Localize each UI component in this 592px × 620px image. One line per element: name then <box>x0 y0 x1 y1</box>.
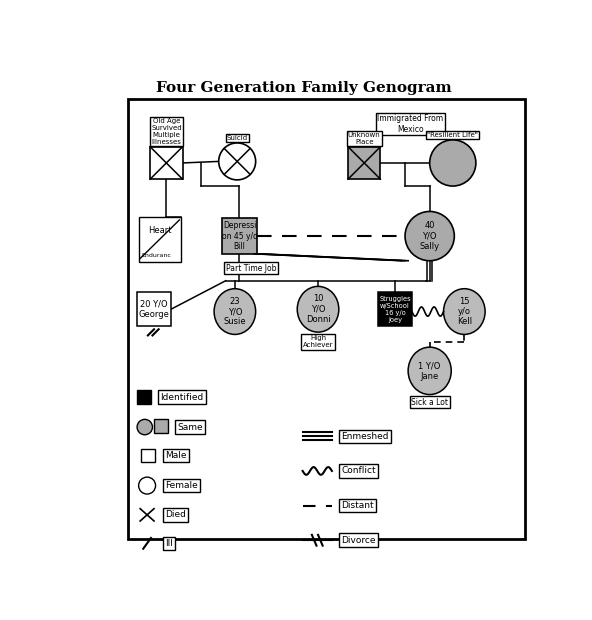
Text: 10
Y/O
Donni: 10 Y/O Donni <box>305 294 330 324</box>
Text: Old Age
Survived
Multiple
Illnesses: Old Age Survived Multiple Illnesses <box>151 118 182 145</box>
Ellipse shape <box>430 140 476 186</box>
Ellipse shape <box>408 347 451 394</box>
Text: Female: Female <box>165 481 198 490</box>
Text: Ill: Ill <box>165 539 173 548</box>
Text: 23
Y/O
Susie: 23 Y/O Susie <box>224 296 246 327</box>
Text: 15
y/o
Kell: 15 y/o Kell <box>457 296 472 327</box>
Bar <box>154 419 168 433</box>
Bar <box>141 449 155 463</box>
Text: 20 Y/O
George: 20 Y/O George <box>139 299 169 319</box>
Ellipse shape <box>443 289 485 334</box>
Text: 1 Y/O
Jane: 1 Y/O Jane <box>419 361 441 381</box>
Text: Unknown
Place: Unknown Place <box>348 132 381 145</box>
Text: Struggles
w/School
16 y/o
Joey: Struggles w/School 16 y/o Joey <box>379 296 411 323</box>
Ellipse shape <box>137 419 153 435</box>
Bar <box>128 99 525 539</box>
Text: Suicid: Suicid <box>227 135 247 141</box>
Text: "Resilient Life": "Resilient Life" <box>427 132 478 138</box>
Bar <box>222 218 257 254</box>
Text: Part Time Job: Part Time Job <box>226 264 276 273</box>
Bar <box>137 390 151 404</box>
Ellipse shape <box>139 477 156 494</box>
Text: Depressi
on 45 y/o
Bill: Depressi on 45 y/o Bill <box>221 221 258 251</box>
Ellipse shape <box>214 289 256 334</box>
Text: Same: Same <box>177 423 202 432</box>
Text: Immigrated From
Mexico: Immigrated From Mexico <box>377 115 443 134</box>
Bar <box>378 292 412 326</box>
Text: Heart: Heart <box>148 226 172 235</box>
Text: Conflict: Conflict <box>341 466 376 476</box>
Bar <box>139 217 181 262</box>
Text: Identified: Identified <box>160 392 204 402</box>
Bar <box>137 292 171 326</box>
Text: Four Generation Family Genogram: Four Generation Family Genogram <box>156 81 451 95</box>
Text: Died: Died <box>165 510 186 520</box>
Bar <box>150 147 182 179</box>
Text: Sick a Lot: Sick a Lot <box>411 397 448 407</box>
Ellipse shape <box>218 143 256 180</box>
Text: Enmeshed: Enmeshed <box>341 432 388 441</box>
Text: Male: Male <box>165 451 186 460</box>
Text: Distant: Distant <box>341 501 374 510</box>
Ellipse shape <box>405 211 454 261</box>
Text: Enduranc: Enduranc <box>141 254 172 259</box>
Text: High
Achiever: High Achiever <box>303 335 333 348</box>
Bar <box>348 147 381 179</box>
Text: Divorce: Divorce <box>341 536 376 545</box>
Ellipse shape <box>297 286 339 332</box>
Text: 40
Y/O
Sally: 40 Y/O Sally <box>420 221 440 251</box>
